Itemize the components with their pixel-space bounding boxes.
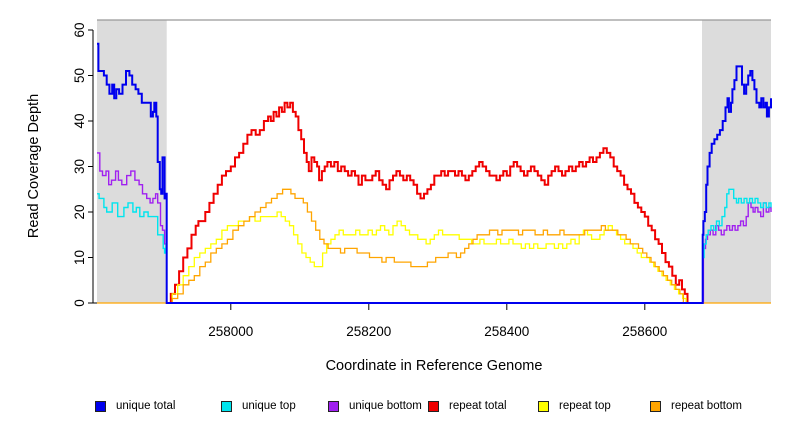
y-tick-label: 40 [72, 113, 87, 128]
legend-swatch-unique-total [95, 400, 106, 412]
x-tick-label: 258200 [346, 324, 391, 339]
legend-item-repeat-top: repeat top [538, 397, 611, 415]
legend-label-unique-bottom: unique bottom [349, 400, 422, 412]
legend-item-unique-total: unique total [95, 397, 175, 415]
x-axis-title: Coordinate in Reference Genome [325, 358, 543, 374]
legend: unique total unique top unique bottom re… [0, 397, 792, 419]
series-line-repeat-bottom [97, 188, 771, 304]
legend-item-unique-bottom: unique bottom [328, 397, 422, 415]
y-tick-label: 50 [72, 68, 87, 83]
x-tick-label: 258000 [208, 324, 253, 339]
y-tick-label: 60 [72, 22, 87, 37]
legend-item-repeat-bottom: repeat bottom [650, 397, 742, 415]
legend-swatch-repeat-top [538, 400, 549, 412]
legend-label-unique-total: unique total [116, 400, 176, 412]
x-tick-label: 258600 [622, 324, 667, 339]
legend-item-unique-top: unique top [221, 397, 296, 415]
series-line-unique-top [702, 188, 772, 304]
masked-region-left [97, 20, 167, 303]
legend-swatch-unique-top [221, 400, 232, 412]
series-line-repeat-top [166, 211, 702, 304]
y-axis-title: Read Coverage Depth [26, 93, 42, 239]
legend-label-repeat-bottom: repeat bottom [671, 400, 742, 412]
x-tick-label: 258400 [484, 324, 529, 339]
legend-swatch-repeat-bottom [650, 400, 661, 412]
y-tick-label: 30 [72, 159, 87, 174]
masked-region-right [702, 20, 771, 303]
legend-label-unique-top: unique top [242, 400, 296, 412]
legend-swatch-unique-bottom [328, 400, 339, 412]
series-line-unique-bottom [97, 152, 168, 303]
legend-label-repeat-total: repeat total [449, 400, 507, 412]
series-line-unique-total [97, 42, 772, 304]
series-line-repeat-total [166, 101, 702, 304]
y-tick-label: 20 [72, 204, 87, 219]
series-line-unique-top [97, 193, 168, 303]
y-tick-label: 0 [72, 299, 87, 307]
legend-item-repeat-total: repeat total [428, 397, 507, 415]
legend-swatch-repeat-total [428, 400, 439, 412]
legend-label-repeat-top: repeat top [559, 400, 611, 412]
y-tick-label: 10 [72, 250, 87, 265]
